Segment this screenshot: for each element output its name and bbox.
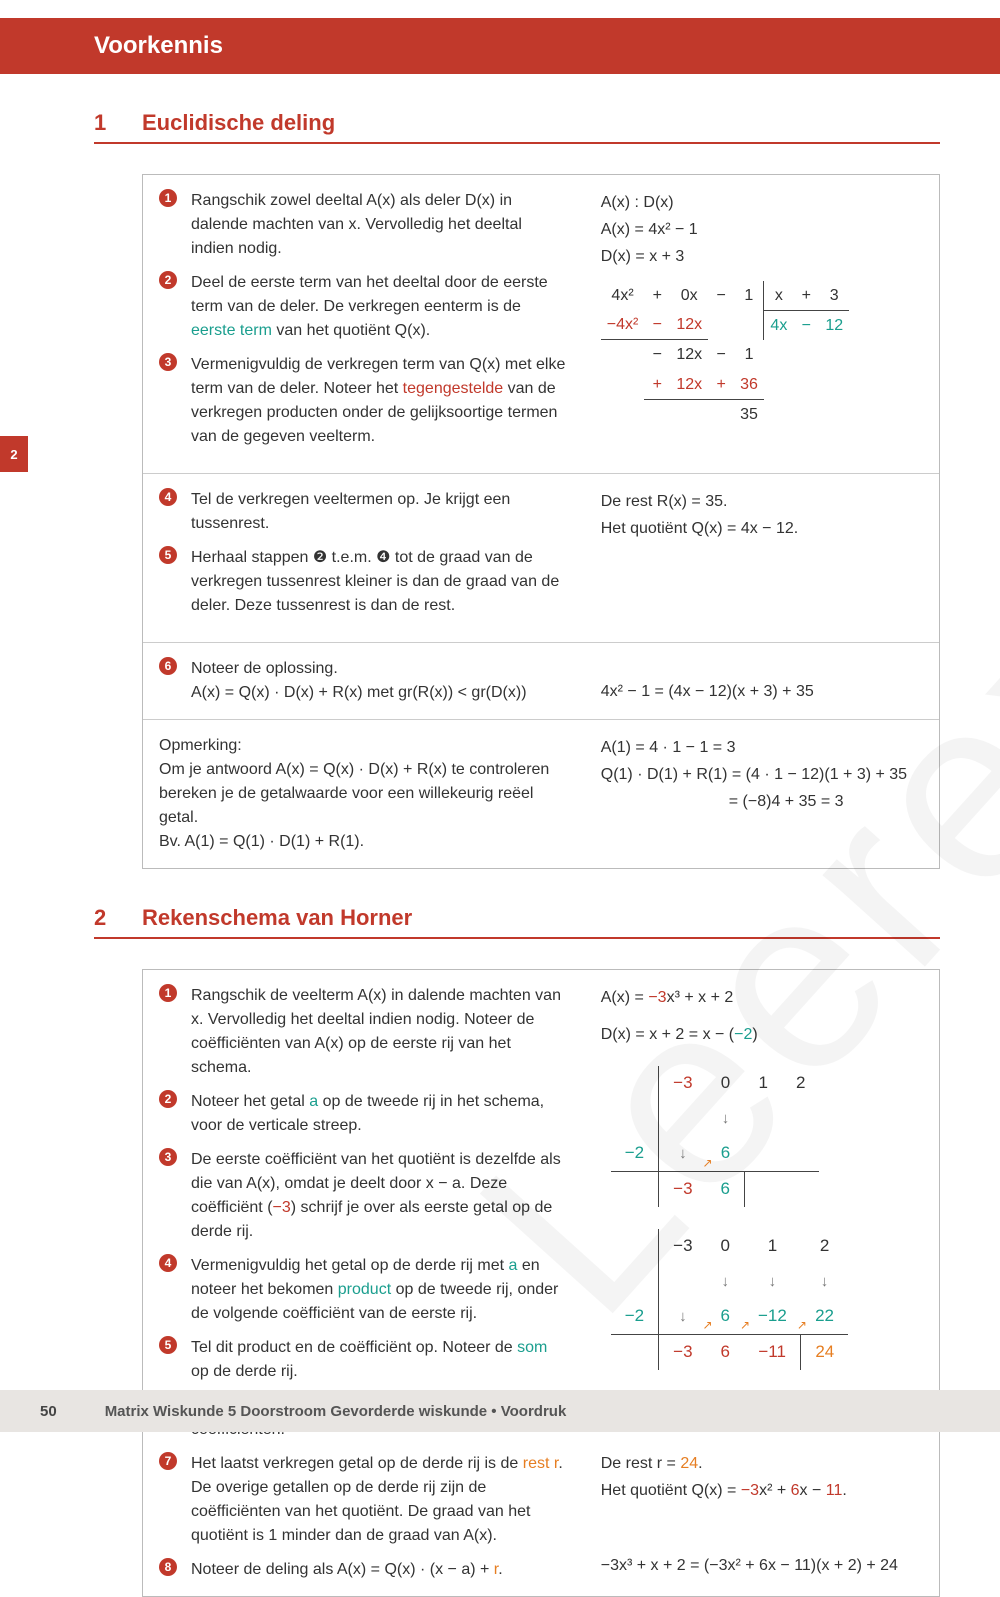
long-division-table: 4x²+0x−1x+3 −4x²−12x4x−12 −12x−1 +12x+36… bbox=[601, 281, 849, 429]
footer-title: Matrix Wiskunde 5 Doorstroom Gevorderde … bbox=[105, 1403, 567, 1420]
step-2-5: 5 Tel dit product en de coëfficiënt op. … bbox=[159, 1336, 569, 1384]
section-2-box: 1 Rangschik de veelterm A(x) in dalende … bbox=[142, 969, 940, 1597]
horner-table-2: −3012 ↓↓↓ −2↓6↗−12↗22↗ −36−1124 bbox=[611, 1229, 849, 1370]
step-1-5: 5 Herhaal stappen ❷ t.e.m. ❹ tot de graa… bbox=[159, 546, 569, 618]
step-2-8: 8 Noteer de deling als A(x) = Q(x) · (x … bbox=[159, 1558, 569, 1582]
step-2-2: 2 Noteer het getal a op de tweede rij in… bbox=[159, 1090, 569, 1138]
section-2-title: Rekenschema van Horner bbox=[142, 905, 412, 931]
section-2-rule bbox=[94, 937, 940, 939]
step-2-7: 7 Het laatst verkregen getal op de derde… bbox=[159, 1452, 569, 1548]
step-2-3: 3 De eerste coëfficiënt van het quotiënt… bbox=[159, 1148, 569, 1244]
section-2-heading: 2 Rekenschema van Horner bbox=[94, 905, 1000, 931]
horner-table-1: −3012 ↓ −2↓6↗ −36 bbox=[611, 1066, 820, 1207]
step-1-4-right: De rest R(x) = 35. Het quotiënt Q(x) = 4… bbox=[589, 474, 939, 642]
section-1-box: 1 Rangschik zowel deeltal A(x) als deler… bbox=[142, 174, 940, 869]
section-1-number: 1 bbox=[94, 110, 142, 136]
step-2-4: 4 Vermenigvuldig het getal op de derde r… bbox=[159, 1254, 569, 1326]
remark-left: Opmerking: Om je antwoord A(x) = Q(x) · … bbox=[143, 720, 589, 868]
step-2-1: 1 Rangschik de veelterm A(x) in dalende … bbox=[159, 984, 569, 1080]
step-1-1: 1 Rangschik zowel deeltal A(x) als deler… bbox=[159, 189, 569, 261]
step-1-right: A(x) : D(x) A(x) = 4x² − 1 D(x) = x + 3 … bbox=[589, 175, 939, 473]
section-1-rule bbox=[94, 142, 940, 144]
step-1-2: 2 Deel de eerste term van het deeltal do… bbox=[159, 271, 569, 343]
step-1-4: 4 Tel de verkregen veeltermen op. Je kri… bbox=[159, 488, 569, 536]
remark-right: A(1) = 4 · 1 − 1 = 3 Q(1) · D(1) + R(1) … bbox=[589, 720, 939, 868]
page-number: 50 bbox=[40, 1403, 57, 1420]
page-footer: 50 Matrix Wiskunde 5 Doorstroom Gevorder… bbox=[0, 1390, 1000, 1432]
step-1-3: 3 Vermenigvuldig de verkregen term van Q… bbox=[159, 353, 569, 449]
side-tab: 2 bbox=[0, 436, 28, 472]
section-2-right: A(x) = −3x³ + x + 2 D(x) = x + 2 = x − (… bbox=[589, 970, 939, 1596]
section-1-title: Euclidische deling bbox=[142, 110, 335, 136]
section-2-number: 2 bbox=[94, 905, 142, 931]
chapter-header: Voorkennis bbox=[0, 18, 1000, 74]
step-1-6: 6 Noteer de oplossing.A(x) = Q(x) · D(x)… bbox=[159, 657, 569, 705]
step-1-6-right: 4x² − 1 = (4x − 12)(x + 3) + 35 bbox=[589, 643, 939, 719]
section-1-heading: 1 Euclidische deling bbox=[94, 110, 1000, 136]
